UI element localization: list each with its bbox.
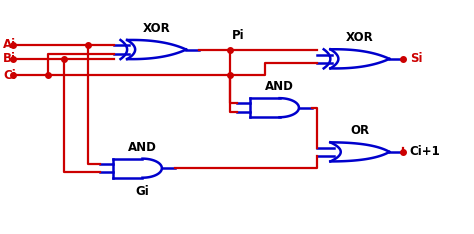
Text: Gi: Gi [136, 185, 149, 198]
Text: Si: Si [410, 52, 422, 65]
Text: AND: AND [128, 141, 157, 154]
Text: AND: AND [265, 80, 294, 93]
Text: Ai: Ai [3, 38, 16, 51]
Text: Bi: Bi [3, 52, 16, 65]
Text: Ci+1: Ci+1 [410, 145, 440, 158]
Text: OR: OR [350, 124, 369, 137]
Text: Pi: Pi [232, 29, 245, 42]
Text: XOR: XOR [143, 22, 171, 35]
Text: XOR: XOR [346, 31, 374, 44]
Text: Ci: Ci [3, 69, 16, 82]
